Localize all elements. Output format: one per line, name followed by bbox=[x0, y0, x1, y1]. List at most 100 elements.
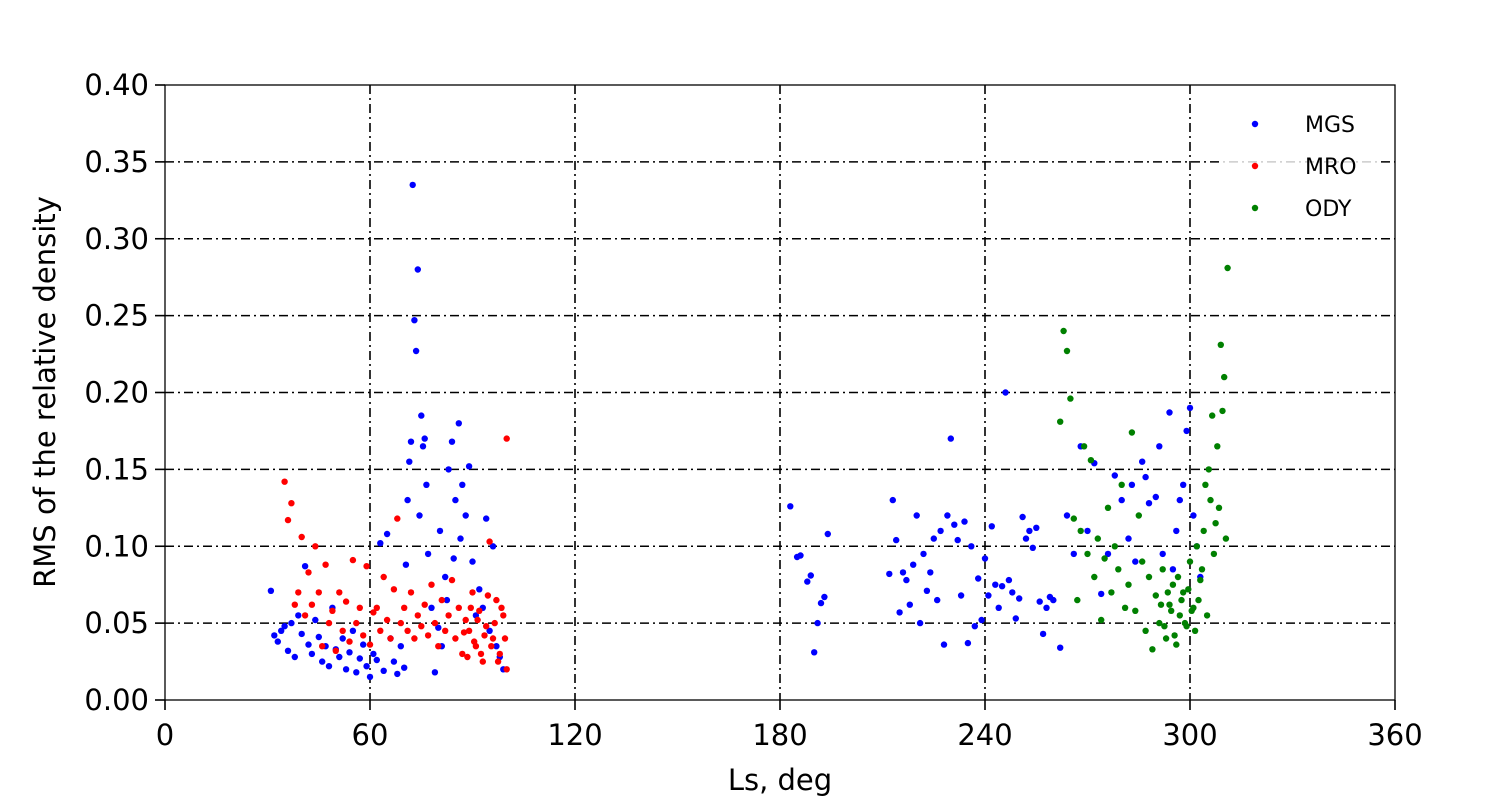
mro-point bbox=[477, 650, 485, 658]
mgs-point bbox=[281, 623, 288, 630]
mgs-point bbox=[1057, 644, 1064, 651]
mro-point bbox=[462, 616, 469, 624]
mgs-point bbox=[886, 570, 893, 578]
mro-point bbox=[479, 658, 486, 665]
mgs-point bbox=[1036, 598, 1043, 605]
mgs-point bbox=[424, 550, 432, 558]
mgs-point bbox=[489, 543, 497, 550]
mro-point bbox=[469, 589, 476, 596]
mgs-point bbox=[370, 650, 377, 658]
mgs-point bbox=[975, 575, 982, 582]
mgs-point bbox=[436, 527, 444, 535]
mgs-point bbox=[455, 420, 462, 427]
mro-point bbox=[418, 623, 425, 630]
ody-point bbox=[1181, 619, 1189, 627]
ody-point bbox=[1080, 443, 1088, 450]
mgs-point bbox=[998, 583, 1006, 590]
ody-point bbox=[1111, 543, 1119, 550]
mro-point bbox=[387, 635, 394, 642]
mro-point bbox=[491, 619, 498, 627]
data-points bbox=[267, 181, 1231, 681]
y-tick-label: 0.10 bbox=[84, 529, 149, 563]
mgs-point bbox=[1009, 589, 1016, 596]
ody-point bbox=[1108, 589, 1115, 596]
mgs-point bbox=[1019, 513, 1026, 521]
ody-point bbox=[1178, 596, 1185, 604]
ody-point bbox=[1207, 496, 1214, 504]
ody-point bbox=[1210, 550, 1218, 558]
mro-point bbox=[421, 601, 428, 608]
x-tick-label: 360 bbox=[1367, 718, 1422, 752]
mgs-point bbox=[814, 619, 821, 627]
ody-point bbox=[1161, 623, 1168, 630]
mro-point bbox=[435, 643, 442, 650]
mgs-point bbox=[1111, 472, 1119, 479]
mro-point bbox=[339, 627, 346, 634]
mgs-point bbox=[462, 512, 469, 519]
mgs-point bbox=[493, 643, 500, 650]
y-axis-title: RMS of the relative density bbox=[28, 196, 62, 588]
mgs-point bbox=[445, 466, 452, 473]
mgs-point bbox=[1180, 481, 1187, 488]
mgs-point bbox=[452, 496, 459, 504]
mgs-point bbox=[1173, 527, 1180, 535]
mro-point bbox=[464, 653, 471, 661]
mgs-point bbox=[274, 638, 281, 645]
mgs-point bbox=[1002, 389, 1009, 396]
mro-point bbox=[431, 619, 439, 627]
mgs-point bbox=[373, 656, 380, 664]
ody-point bbox=[1125, 581, 1132, 588]
ody-point bbox=[1215, 504, 1223, 511]
mgs-point bbox=[319, 658, 326, 665]
mgs-point bbox=[923, 587, 931, 594]
mgs-point bbox=[1152, 493, 1160, 501]
mgs-point bbox=[811, 649, 818, 656]
ody-point bbox=[1098, 616, 1105, 624]
ody-point bbox=[1074, 596, 1081, 604]
ody-point bbox=[1180, 589, 1187, 596]
mgs-point bbox=[315, 633, 322, 641]
mgs-point bbox=[889, 496, 896, 504]
y-tick-label: 0.05 bbox=[84, 606, 149, 640]
mro-point bbox=[325, 619, 333, 627]
legend-label-mgs: MGS bbox=[1305, 113, 1355, 138]
y-tick-label: 0.00 bbox=[84, 683, 149, 717]
mro-point bbox=[411, 635, 418, 642]
mgs-point bbox=[1190, 512, 1197, 519]
mgs-point bbox=[1029, 544, 1037, 551]
mgs-point bbox=[1033, 524, 1040, 531]
mro-point bbox=[284, 516, 292, 524]
mgs-point bbox=[465, 463, 473, 470]
mgs-point bbox=[1022, 535, 1030, 542]
ody-point bbox=[1091, 573, 1098, 581]
mgs-point bbox=[807, 572, 814, 579]
mro-point bbox=[377, 627, 384, 634]
mgs-point bbox=[903, 576, 910, 584]
y-tick-label: 0.35 bbox=[84, 145, 149, 179]
mgs-point bbox=[906, 601, 913, 608]
ody-point bbox=[1173, 641, 1180, 648]
mro-point bbox=[452, 635, 459, 642]
ody-point bbox=[1162, 635, 1170, 642]
mgs-point bbox=[804, 578, 811, 585]
mro-point bbox=[373, 604, 380, 611]
mgs-point bbox=[1039, 630, 1047, 638]
mgs-point bbox=[380, 667, 387, 674]
mro-point bbox=[281, 478, 288, 485]
ody-point bbox=[1164, 589, 1172, 596]
ody-point bbox=[1152, 592, 1160, 599]
mgs-point bbox=[1050, 596, 1057, 604]
ody-point bbox=[1222, 535, 1230, 542]
ody-point bbox=[1063, 347, 1071, 355]
ody-point bbox=[1060, 327, 1067, 335]
mgs-point bbox=[308, 650, 316, 658]
mro-point bbox=[298, 533, 305, 541]
mgs-point bbox=[899, 569, 907, 576]
mgs-point bbox=[406, 458, 413, 465]
ody-point bbox=[1174, 573, 1182, 581]
mgs-point bbox=[985, 592, 992, 599]
mro-point bbox=[394, 515, 401, 522]
mgs-point bbox=[978, 616, 985, 624]
legend-marker-ody bbox=[1251, 204, 1259, 212]
